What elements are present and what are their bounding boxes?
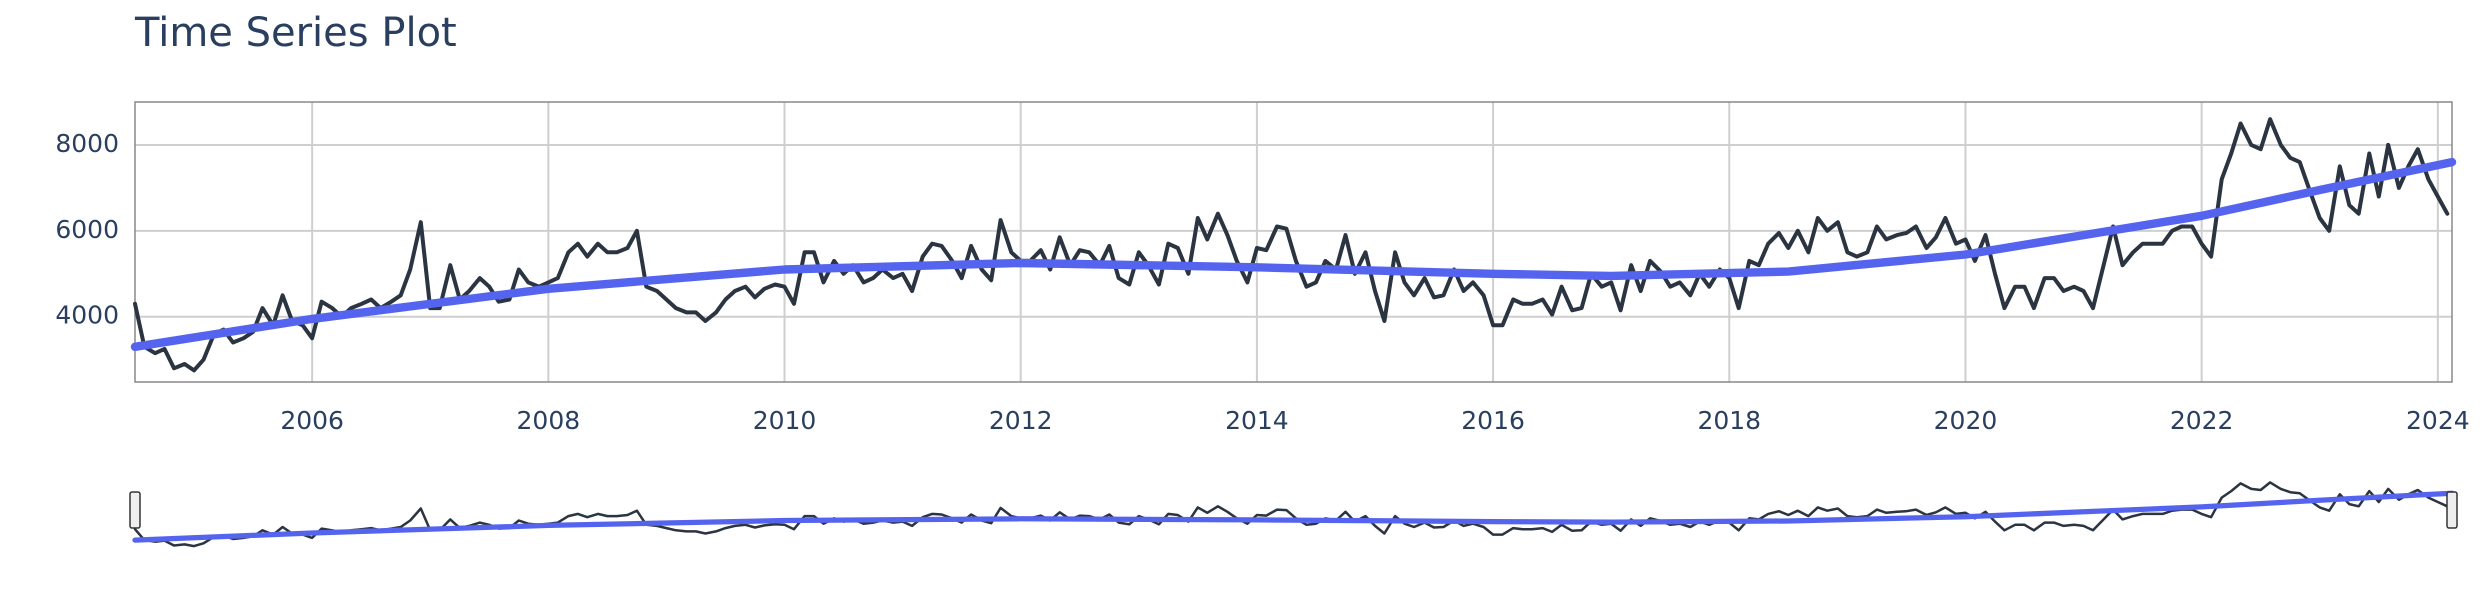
x-tick-label: 2012 [989, 406, 1053, 435]
rangeslider-line [132, 490, 2455, 543]
rangeslider-handle [129, 491, 141, 529]
y-tick-label: 6000 [55, 215, 119, 244]
y-tick-label: 4000 [55, 301, 119, 330]
rangeslider-line [133, 481, 2449, 548]
chart-title: Time Series Plot [134, 10, 457, 56]
x-tick-label: 2016 [1461, 406, 1525, 435]
x-tick-label: 2024 [2406, 406, 2470, 435]
plot-border [134, 101, 2453, 383]
x-tick-label: 2006 [280, 406, 344, 435]
series-line [130, 157, 2457, 351]
series-line [133, 117, 2450, 373]
rangeslider-handle [2446, 491, 2458, 529]
x-tick-label: 2018 [1697, 406, 1761, 435]
x-tick-label: 2022 [2170, 406, 2234, 435]
y-tick-label: 8000 [55, 129, 119, 158]
x-tick-label: 2010 [753, 406, 817, 435]
x-tick-label: 2020 [1934, 406, 1998, 435]
x-tick-label: 2014 [1225, 406, 1289, 435]
x-tick-label: 2008 [517, 406, 581, 435]
